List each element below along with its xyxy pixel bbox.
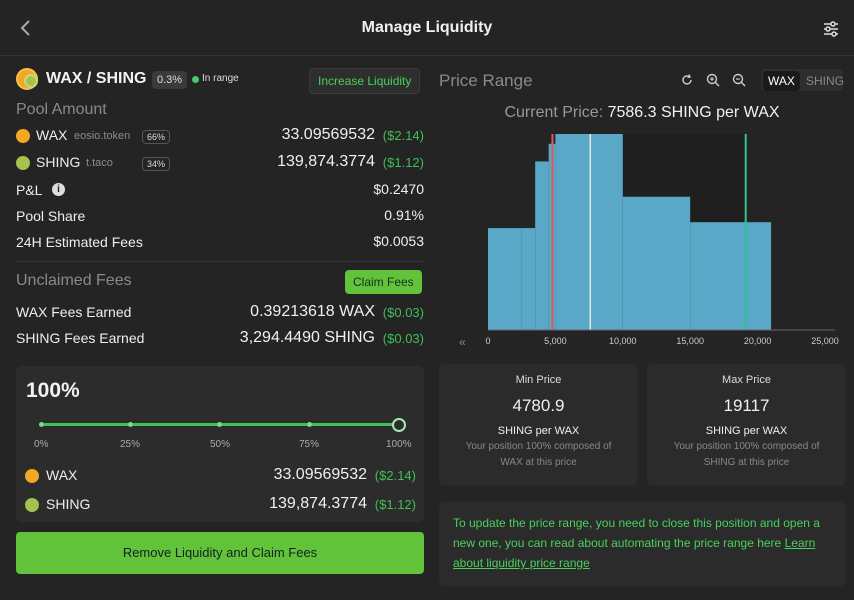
pool-amount-label: Pool Amount [16,101,107,118]
current-price: Current Price: 7586.3 SHING per WAX [440,104,844,122]
x-tick-label: 20,000 [744,336,772,346]
liquidity-bar [488,228,522,330]
pool-share-label: Pool Share [16,208,86,224]
zoom-out-icon[interactable] [732,73,746,87]
unclaimed-fees-label: Unclaimed Fees [16,272,132,289]
remove-wax-amount: 33.09569532 [273,466,367,483]
toggle-shing[interactable]: SHING [806,74,845,88]
info-icon[interactable]: i [52,183,65,196]
toggle-wax[interactable]: WAX [763,71,800,91]
remove-amount-card [16,366,424,522]
pool-wax-share-badge: 66% [142,130,171,144]
pnl-label: P&L [16,182,43,198]
slider-stop-75[interactable] [307,422,312,427]
collapse-left-icon[interactable]: « [459,335,466,349]
claim-fees-button[interactable]: Claim Fees [345,270,422,294]
max-price-value: 19117 [723,396,770,415]
slider-stop-50[interactable] [217,422,222,427]
liquidity-bar [690,222,746,330]
max-price-card: Max Price 19117 SHING per WAX Your posit… [647,364,846,486]
pool-share-value: 0.91% [384,207,424,223]
divider [16,261,424,262]
fee-tier-badge: 0.3% [152,71,188,89]
slider-tick-100: 100% [386,439,412,450]
max-price-note: Your position 100% composed of SHING at … [673,441,820,468]
min-price-note: Your position 100% composed of WAX at th… [465,441,612,468]
current-price-value: 7586.3 SHING per WAX [607,104,780,121]
remove-shing-usd: ($1.12) [374,497,416,512]
x-tick-label: 15,000 [676,336,704,346]
info-note-card: To update the price range, you need to c… [439,502,846,586]
min-price-unit: SHING per WAX [497,425,580,437]
page-title: Manage Liquidity [361,19,493,36]
wax-fees-usd: ($0.03) [382,305,424,320]
range-status: In range [202,73,239,84]
pair-name: WAX / SHING [46,70,147,87]
x-tick-label: 10,000 [609,336,637,346]
pool-wax-amount: 33.09569532 [281,126,375,143]
learn-more-link[interactable]: Learn about liquidity price range [453,536,816,570]
pool-shing-amount: 139,874.3774 [277,153,375,170]
slider-tick-25: 25% [120,439,141,450]
x-tick-label: 25,000 [811,336,839,346]
slider-tick-75: 75% [299,439,320,450]
x-tick-label: 5,000 [544,336,567,346]
shing-fees-label: SHING Fees Earned [16,330,145,346]
x-tick-label: 0 [485,336,490,346]
header [0,0,854,56]
zoom-in-icon[interactable] [706,73,720,87]
wax-token-icon [25,469,39,483]
in-range-dot-icon [192,76,199,83]
fees-24h-label: 24H Estimated Fees [16,234,143,250]
min-price-title: Min Price [515,374,562,386]
pool-shing-symbol: SHING [36,154,81,170]
pool-wax-symbol: WAX [36,127,68,143]
min-price-card: Min Price 4780.9 SHING per WAX Your posi… [439,364,638,486]
remove-shing-amount: 139,874.3774 [269,495,367,512]
slider-stop-0[interactable] [39,422,44,427]
shing-token-icon [16,156,30,170]
remove-wax-usd: ($2.14) [374,468,416,483]
pool-shing-share-badge: 34% [142,157,171,171]
wax-fees-label: WAX Fees Earned [16,304,132,320]
pool-shing-contract: t.taco [86,157,113,169]
shing-token-icon [24,74,38,88]
slider-tick-0: 0% [34,439,49,450]
liquidity-bar [521,228,536,330]
shing-fees-usd: ($0.03) [382,331,424,346]
remove-wax-symbol: WAX [46,467,78,483]
shing-token-icon [25,498,39,512]
sliders-icon[interactable] [822,20,840,38]
shing-fees-amount: 3,294.4490 SHING [239,329,375,346]
slider-tick-50: 50% [210,439,231,450]
remove-shing-symbol: SHING [46,496,91,512]
liquidity-bar [555,134,623,330]
pool-shing-usd: ($1.12) [382,155,424,170]
remove-slider-thumb[interactable] [392,418,406,432]
min-price-value: 4780.9 [512,396,565,415]
increase-liquidity-button[interactable]: Increase Liquidity [309,68,421,94]
liquidity-chart[interactable]: 0 5,000 10,000 15,000 20,000 25,000 [440,126,844,354]
liquidity-bar [745,222,772,330]
max-price-title: Max Price [722,374,771,386]
liquidity-bar [622,196,691,330]
fees-24h-value: $0.0053 [373,233,424,249]
remove-liquidity-button[interactable]: Remove Liquidity and Claim Fees [16,532,424,574]
pnl-value: $0.2470 [373,181,424,197]
pool-wax-contract: eosio.token [74,130,131,142]
current-price-label: Current Price: [504,104,604,121]
wax-token-icon [16,129,30,143]
back-arrow-icon[interactable] [16,18,36,38]
wax-fees-amount: 0.39213618 WAX [250,303,375,320]
pair-logos [16,68,52,92]
info-note-text: To update the price range, you need to c… [453,516,820,550]
price-range-label: Price Range [439,71,533,90]
refresh-icon[interactable] [680,73,694,87]
max-price-unit: SHING per WAX [705,425,788,437]
slider-stop-25[interactable] [128,422,133,427]
liquidity-bar [535,161,549,330]
remove-percent: 100% [26,379,80,402]
pool-wax-usd: ($2.14) [382,128,424,143]
